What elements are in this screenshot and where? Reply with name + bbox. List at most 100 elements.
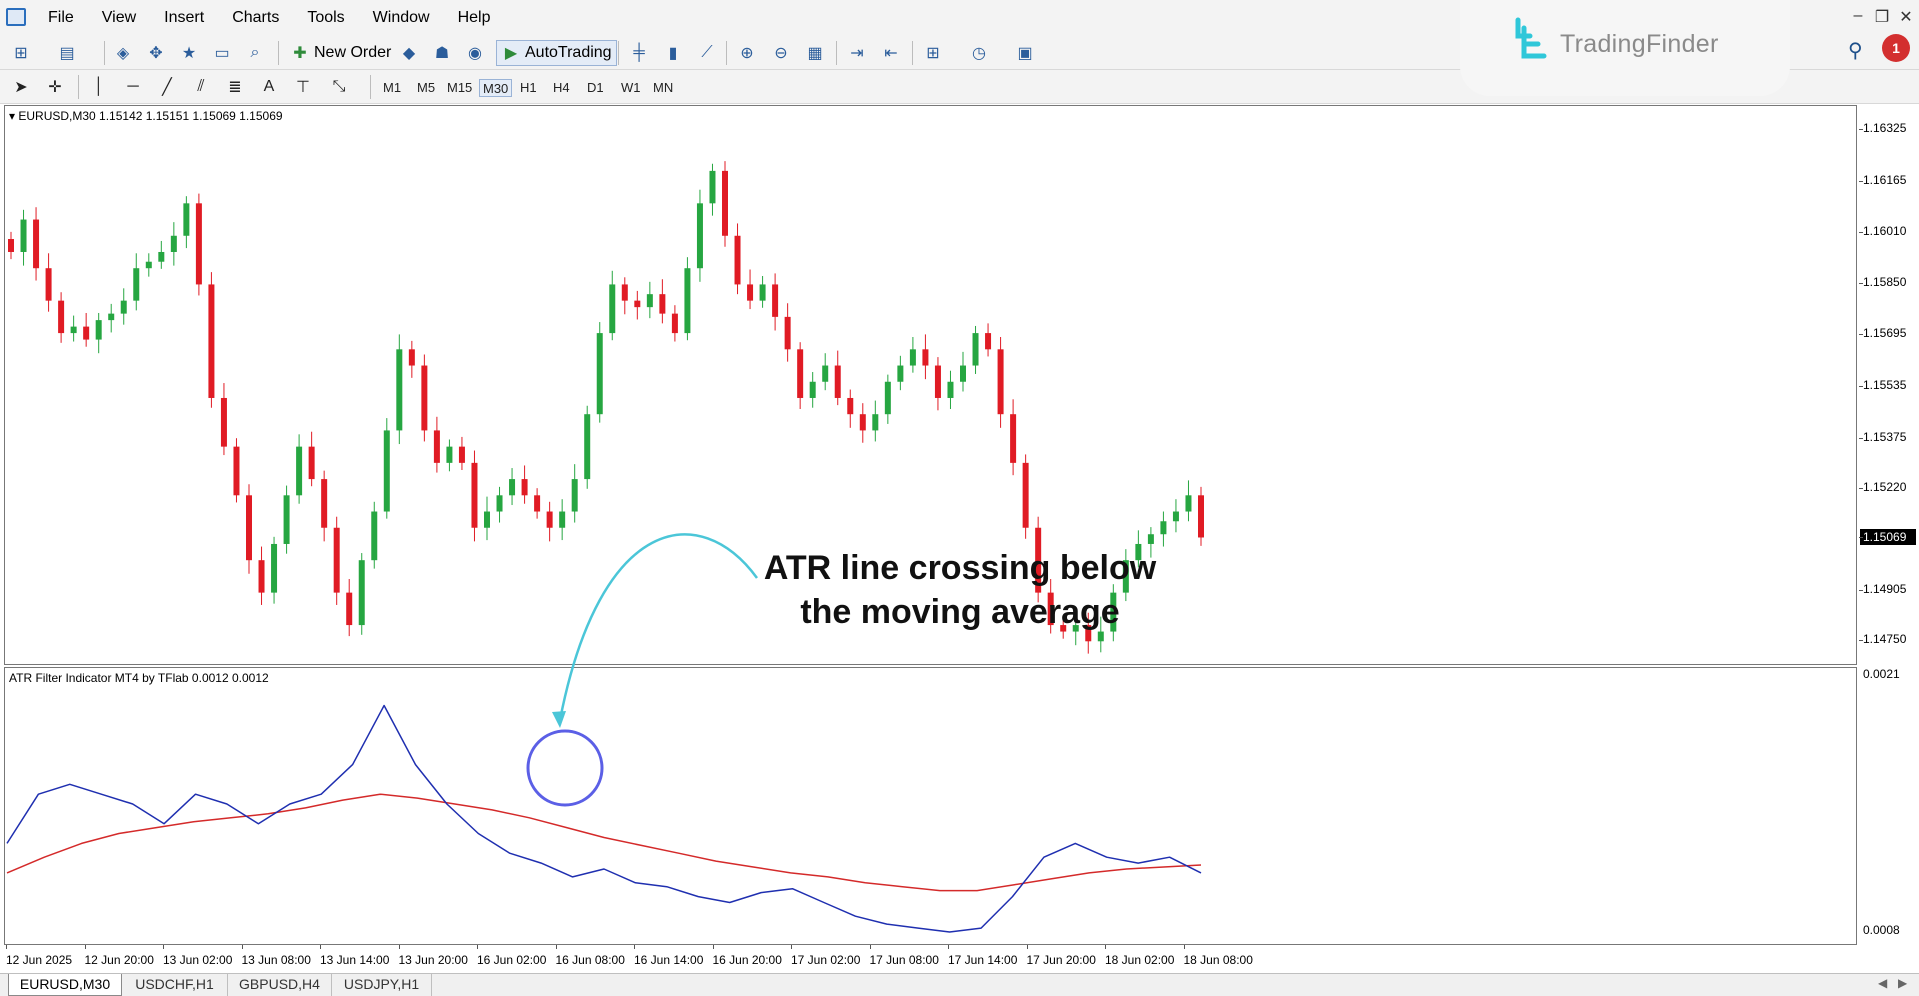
- time-axis-tick: [477, 945, 478, 949]
- price-chart-panel[interactable]: ▾ EURUSD,M30 1.15142 1.15151 1.15069 1.1…: [4, 105, 1857, 665]
- metaeditor-icon[interactable]: ◆: [402, 45, 416, 62]
- time-axis-label: 18 Jun 08:00: [1183, 953, 1253, 967]
- time-axis-tick: [712, 945, 714, 949]
- candle: [584, 414, 591, 480]
- candle: [484, 511, 490, 528]
- text-tool-icon[interactable]: A: [263, 78, 275, 95]
- time-axis-tick: [241, 945, 243, 949]
- candle: [546, 511, 553, 528]
- candle: [684, 268, 691, 334]
- candle: [734, 235, 741, 285]
- candle: [383, 430, 390, 512]
- menu-charts[interactable]: Charts: [232, 9, 280, 26]
- candle: [1035, 527, 1042, 593]
- time-axis-label: 16 Jun 08:00: [555, 953, 625, 967]
- candle: [158, 251, 165, 262]
- signals-icon[interactable]: ☗: [434, 45, 450, 62]
- timeframe-m5[interactable]: M5: [417, 80, 436, 95]
- fibonacci-icon[interactable]: ≣: [228, 79, 242, 96]
- templates-icon[interactable]: ▣: [1017, 45, 1033, 62]
- arrows-icon[interactable]: ⤡: [332, 78, 346, 95]
- restore-button[interactable]: ❐: [1874, 9, 1890, 26]
- data-window-icon[interactable]: ✥: [149, 45, 163, 62]
- menu-tools[interactable]: Tools: [307, 9, 345, 26]
- candle: [95, 320, 102, 340]
- price-axis-tick: [1859, 333, 1863, 335]
- close-button[interactable]: ✕: [1899, 9, 1913, 26]
- new-order-button[interactable]: ✚ New Order: [286, 40, 395, 66]
- profiles-icon[interactable]: ▤: [59, 45, 75, 62]
- indicators-icon[interactable]: ⊞: [926, 45, 940, 62]
- timeframe-m30[interactable]: M30: [479, 79, 513, 97]
- timeframe-d1[interactable]: D1: [587, 80, 604, 95]
- crosshair-icon[interactable]: ✛: [48, 79, 62, 96]
- timeframe-m1[interactable]: M1: [383, 80, 402, 95]
- time-axis-label: 18 Jun 02:00: [1105, 953, 1175, 967]
- candle: [709, 170, 716, 204]
- timeframe-mn[interactable]: MN: [653, 80, 674, 95]
- candle: [8, 239, 14, 252]
- search-icon[interactable]: ⚲: [1848, 40, 1863, 62]
- timeframe-h1[interactable]: H1: [520, 80, 537, 95]
- tab-scroll-right-icon[interactable]: ▶: [1898, 976, 1908, 990]
- time-axis-tick: [948, 945, 949, 949]
- menu-file[interactable]: File: [48, 9, 74, 26]
- market-watch-icon[interactable]: ◈: [116, 45, 130, 62]
- candle: [822, 365, 829, 382]
- menu-help[interactable]: Help: [457, 9, 491, 26]
- horizontal-line-icon[interactable]: ─: [127, 78, 139, 95]
- tab-usdjpy-h1[interactable]: USDJPY,H1: [332, 974, 432, 996]
- minimize-button[interactable]: –: [1853, 7, 1863, 24]
- text-label-icon[interactable]: ⊤: [296, 79, 310, 96]
- menu-view[interactable]: View: [101, 9, 137, 26]
- menu-insert[interactable]: Insert: [164, 9, 205, 26]
- cursor-icon[interactable]: ➤: [14, 79, 28, 96]
- autotrading-button[interactable]: ▶ AutoTrading: [496, 40, 617, 66]
- navigator-icon[interactable]: ★: [181, 45, 197, 62]
- price-axis-label: 1.14750: [1863, 632, 1907, 647]
- vps-icon[interactable]: ◉: [468, 45, 482, 62]
- tile-windows-icon[interactable]: ▦: [807, 45, 823, 62]
- tab-usdchf-h1[interactable]: USDCHF,H1: [122, 974, 228, 996]
- candle: [809, 381, 816, 398]
- atr-indicator-panel[interactable]: ATR Filter Indicator MT4 by TFlab 0.0012…: [4, 667, 1857, 945]
- candle: [258, 560, 265, 593]
- candle: [1110, 592, 1117, 632]
- vertical-line-icon[interactable]: │: [94, 78, 104, 95]
- indicator-axis-label: 0.0008: [1863, 923, 1900, 937]
- menu-window[interactable]: Window: [372, 9, 430, 26]
- timeframe-w1[interactable]: W1: [621, 80, 641, 95]
- tab-scroll-left-icon[interactable]: ◀: [1878, 976, 1888, 990]
- price-axis-label: 1.14905: [1863, 582, 1907, 596]
- periods-icon[interactable]: ◷: [972, 45, 986, 62]
- candle: [233, 446, 240, 496]
- candle: [70, 326, 77, 334]
- line-chart-icon[interactable]: ⟋: [701, 44, 713, 61]
- time-axis-label: 16 Jun 14:00: [634, 953, 704, 967]
- candlestick-chart-icon[interactable]: ▮: [668, 45, 678, 62]
- chart-shift-icon[interactable]: ⇥: [850, 45, 864, 62]
- equidistant-channel-icon[interactable]: ⫽: [197, 78, 205, 95]
- candle: [646, 294, 653, 308]
- price-axis-label: 1.16010: [1863, 223, 1907, 238]
- trendline-icon[interactable]: ╱: [162, 79, 172, 96]
- notification-badge[interactable]: 1: [1882, 34, 1910, 62]
- moving-average-line: [6, 793, 1202, 892]
- autoscroll-icon[interactable]: ⇤: [884, 45, 898, 62]
- candle: [145, 261, 152, 269]
- terminal-icon[interactable]: ▭: [214, 45, 230, 62]
- new-chart-icon[interactable]: ⊞: [14, 45, 28, 62]
- strategy-tester-icon[interactable]: ⌕: [250, 44, 260, 61]
- candle: [471, 462, 478, 528]
- tab-eurusd-m30[interactable]: EURUSD,M30: [8, 974, 122, 996]
- timeframe-m15[interactable]: M15: [447, 80, 473, 95]
- tradingfinder-logo-icon: [1515, 17, 1547, 59]
- time-axis-tick: [163, 945, 164, 949]
- time-axis-tick: [6, 945, 7, 949]
- bar-chart-icon[interactable]: ╪: [633, 44, 645, 61]
- zoom-out-icon[interactable]: ⊖: [774, 45, 788, 62]
- tab-gbpusd-h4[interactable]: GBPUSD,H4: [228, 974, 332, 996]
- zoom-in-icon[interactable]: ⊕: [740, 45, 754, 62]
- candle: [120, 300, 127, 314]
- timeframe-h4[interactable]: H4: [553, 80, 570, 95]
